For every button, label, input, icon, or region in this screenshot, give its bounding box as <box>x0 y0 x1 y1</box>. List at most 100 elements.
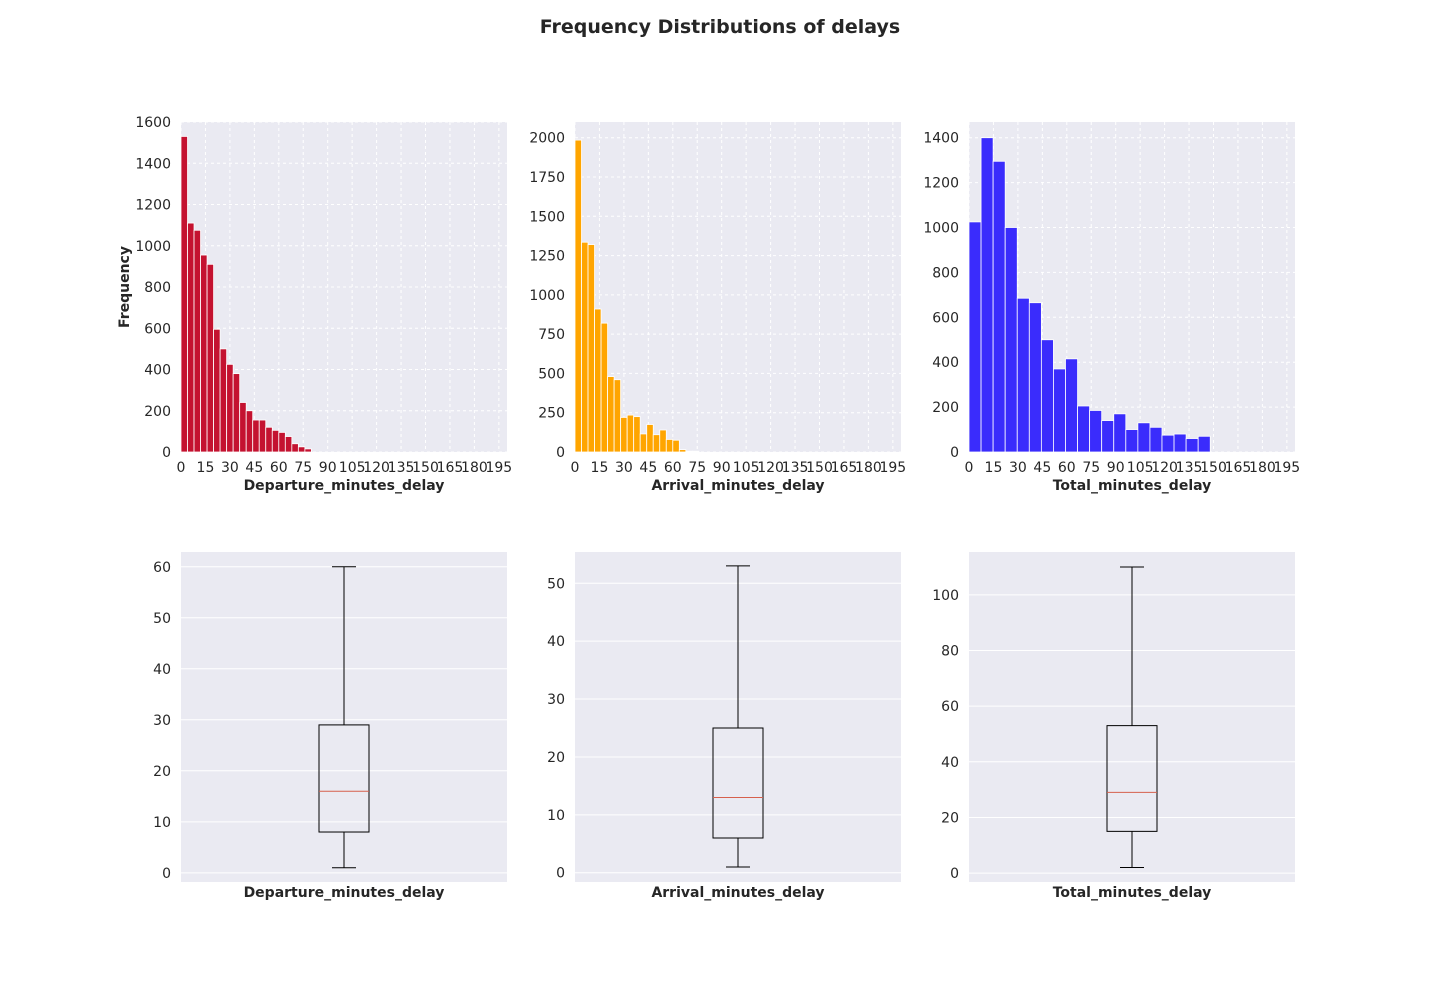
histogram-total: 0 15 30 45 60 75 90 105 120 135 150 165 180 195 0 200 40… <box>899 122 1305 512</box>
y-tick-label: 1000 <box>923 221 959 237</box>
y-tick-label: 30 <box>547 692 565 708</box>
histogram-departure: 0 15 30 45 60 75 90 105 120 135 150 165 180 195 0 200 40… <box>111 115 517 512</box>
y-tick-label: 10 <box>547 808 565 824</box>
histogram-bar <box>1161 434 1175 453</box>
y-tick-label: 50 <box>153 611 171 627</box>
y-tick-label: 800 <box>144 280 171 296</box>
histogram-bar <box>187 222 195 453</box>
x-tick-label: 75 <box>1082 460 1100 476</box>
y-tick-label: 10 <box>153 815 171 831</box>
y-tick-label: 60 <box>941 699 959 715</box>
x-tick-label: 105 <box>1127 460 1154 476</box>
y-tick-label: 1400 <box>923 131 959 147</box>
y-tick-label: 0 <box>162 445 171 461</box>
histogram-bar <box>659 429 667 453</box>
histogram-bar <box>1065 358 1078 453</box>
x-tick-label: 75 <box>294 460 312 476</box>
y-tick-label: 600 <box>932 310 959 326</box>
x-tick-label: 0 <box>177 460 186 476</box>
x-tick-label: 105 <box>733 460 760 476</box>
histogram-bar <box>607 376 615 453</box>
histogram-bar <box>304 448 312 453</box>
histogram-bar <box>639 433 648 453</box>
histogram-bar <box>672 439 680 453</box>
y-tick-label: 30 <box>153 713 171 729</box>
histogram-bar <box>1004 227 1018 453</box>
x-tick-label: 60 <box>664 460 682 476</box>
y-tick-label: 1250 <box>529 249 565 265</box>
x-tick-label: 120 <box>1151 460 1178 476</box>
histogram-bar <box>252 419 260 453</box>
y-tick-label: 250 <box>538 406 565 422</box>
histogram-bar <box>213 328 221 453</box>
y-tick-label: 1750 <box>529 170 565 186</box>
histogram-bar <box>1053 368 1066 453</box>
y-tick-label: 40 <box>547 634 565 650</box>
x-tick-label: 30 <box>221 460 239 476</box>
histogram-bar <box>968 221 982 453</box>
x-tick-label: 135 <box>782 460 809 476</box>
histogram-bar <box>574 139 582 453</box>
y-tick-label: 1400 <box>135 156 171 172</box>
histogram-bar <box>1077 405 1091 453</box>
x-tick-label: 150 <box>806 460 833 476</box>
y-tick-label: 2000 <box>529 131 565 147</box>
x-tick-label: 60 <box>1058 460 1076 476</box>
y-tick-label: 200 <box>932 400 959 416</box>
y-tick-label: 1000 <box>135 239 171 255</box>
histogram-bar <box>200 254 208 453</box>
histogram-bar <box>284 436 293 453</box>
y-tick-label: 60 <box>153 560 171 576</box>
y-tick-label: 100 <box>932 588 959 604</box>
y-tick-label: 400 <box>144 363 171 379</box>
x-tick-label: 105 <box>339 460 366 476</box>
histogram-bar <box>180 136 188 453</box>
histogram-bar <box>600 322 608 453</box>
y-tick-label: 600 <box>144 321 171 337</box>
histogram-bar <box>594 308 602 453</box>
histogram-bar <box>245 410 254 453</box>
histogram-bar <box>626 414 635 453</box>
x-tick-label: 0 <box>965 460 974 476</box>
histogram-bar <box>1173 433 1187 453</box>
histogram-bar <box>678 449 687 453</box>
box-iqr <box>1106 725 1158 832</box>
x-axis-title: Total_minutes_delay <box>1053 885 1212 901</box>
histogram-bar <box>613 379 622 453</box>
histogram-bar <box>581 241 589 453</box>
x-axis-title: Total_minutes_delay <box>1053 478 1212 494</box>
box-iqr <box>712 727 764 839</box>
histogram-bar <box>992 160 1006 453</box>
y-tick-label: 800 <box>932 265 959 281</box>
x-tick-label: 15 <box>985 460 1003 476</box>
y-tick-label: 750 <box>538 327 565 343</box>
plot-area: 0 20 40 60 80 100 Total_minutes_delay <box>932 552 1295 901</box>
x-tick-label: 45 <box>639 460 657 476</box>
chart-svg: 0 10 20 30 40 50 Arrival_minutes_delay <box>547 552 901 901</box>
histogram-bar <box>633 416 641 453</box>
histogram-bar <box>258 419 267 453</box>
x-tick-label: 165 <box>437 460 464 476</box>
x-tick-label: 165 <box>831 460 858 476</box>
histogram-bar <box>1149 426 1163 453</box>
y-tick-label: 20 <box>547 750 565 766</box>
x-axis-title: Departure_minutes_delay <box>244 885 445 901</box>
histogram-bar <box>1125 429 1139 453</box>
y-tick-label: 400 <box>932 355 959 371</box>
chart-svg: 0 10 20 30 40 50 60 Departure_minutes_delay <box>153 552 507 901</box>
boxplot-total: 0 20 40 60 80 100 Total_minutes_delay <box>899 552 1305 942</box>
histogram-bar <box>219 348 228 453</box>
figure-title: Frequency Distributions of delays <box>539 16 901 38</box>
box-iqr <box>318 724 370 833</box>
y-tick-label: 80 <box>941 643 959 659</box>
x-tick-label: 165 <box>1225 460 1252 476</box>
histogram-bar <box>646 424 654 453</box>
y-tick-label: 1200 <box>923 176 959 192</box>
histogram-bar <box>1040 339 1054 453</box>
histogram-bar <box>226 363 234 453</box>
y-tick-label: 1000 <box>529 288 565 304</box>
histogram-bar <box>239 402 247 453</box>
